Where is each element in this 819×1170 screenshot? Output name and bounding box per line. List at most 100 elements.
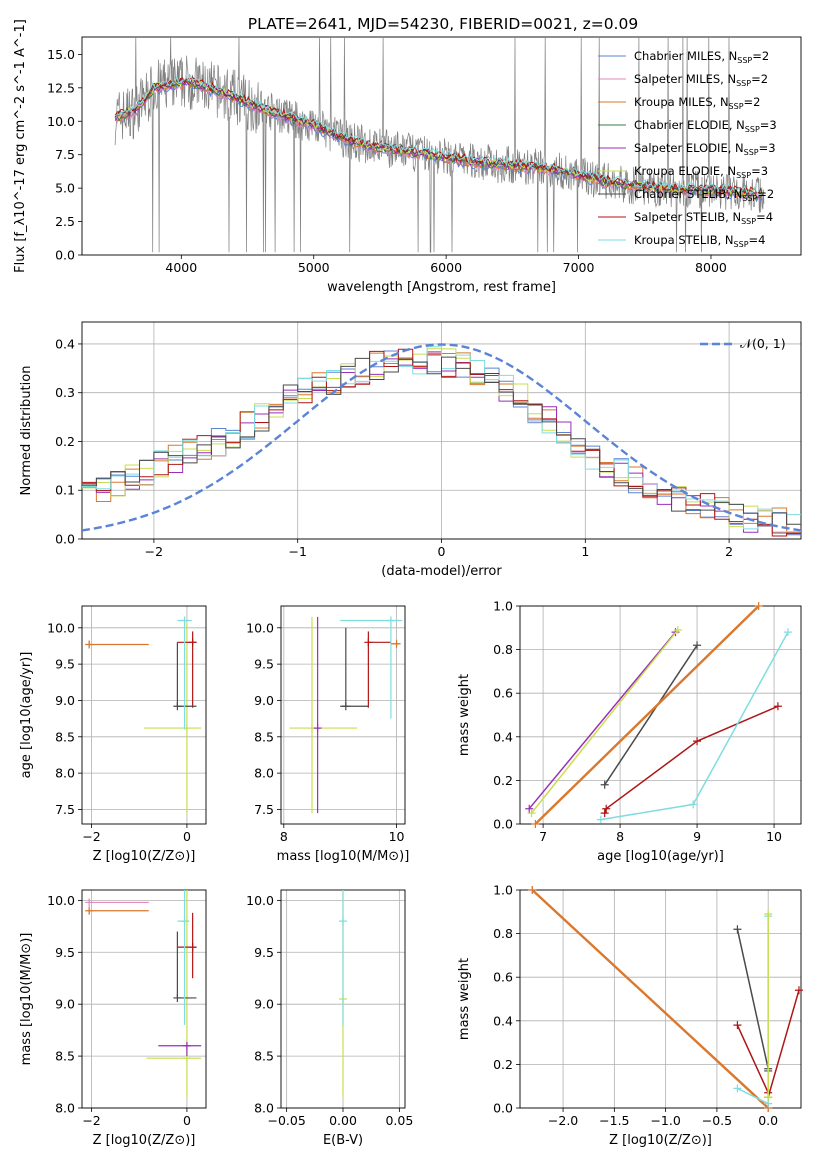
x-axis-label: Z [log10(Z/Z⊙)] [609,1133,712,1148]
axes-frame [519,889,802,1109]
panel-mass-weight-vs-Z: −2.0 −1.5 −1.0 −0.5 0.0 0.0 0.2 0.4 0.6 0.8 1.0 Z [… [457,883,803,1148]
y-tick-label: 10.0 [246,620,274,635]
x-tick-label: 10 [389,829,405,844]
x-tick-label: −2 [82,1113,100,1128]
data-point [764,909,773,918]
x-axis-label: age [log10(age/yr)] [597,849,724,864]
y-tick-label: 9.5 [55,657,75,672]
x-tick-label: 1 [581,544,589,559]
axes-frame [519,605,802,825]
x-tick-label: −2 [82,829,100,844]
data-point [794,986,803,995]
data-point [85,640,94,649]
legend-entry: Kroupa MILES, NSSP=2 [634,95,760,111]
panel-mass-vs-EBV: −0.05 0.00 0.05 8.0 8.5 9.0 9.5 10.0 E(B-V) [246,889,413,1148]
legend-entry: Chabrier STELIB, NSSP=2 [634,187,774,203]
x-tick-label: 0.00 [329,1113,357,1128]
x-tick-label: 8000 [695,260,727,275]
x-axis-label: wavelength [Angstrom, rest frame] [327,280,556,295]
data-point [783,628,792,637]
y-tick-label: 12.5 [47,80,75,95]
y-tick-label: 1.0 [493,883,513,898]
legend-entry: Chabrier MILES, NSSP=2 [634,49,769,65]
panel-mass-weight-vs-age: 7 8 9 10 0.0 0.2 0.4 0.6 0.8 1.0 age [log10(age/yr… [457,599,802,864]
x-tick-label: 0.0 [758,1113,778,1128]
legend-entry: Kroupa STELIB, NSSP=4 [634,233,765,249]
x-tick-label: 6000 [430,260,462,275]
model-spectrum [114,77,763,196]
y-tick-label: 7.5 [55,147,75,162]
y-tick-label: 1.0 [493,599,513,614]
gaussian-curve [82,343,801,532]
y-tick-label: 0.0 [55,248,75,263]
y-axis-label: age [log10(age/yr)] [19,652,34,779]
data-point [85,898,94,907]
axes-frame [280,605,406,825]
model-spectrum [114,74,763,196]
data-point [525,804,534,813]
y-tick-label: 8.5 [55,1049,75,1064]
series-line [531,890,770,1108]
x-tick-label: −2.0 [548,1113,578,1128]
panel-spectrum: 4000 5000 6000 7000 8000 0.0 2.5 5.0 7.5 10.0 12.5… [13,19,802,295]
y-tick-label: 0.8 [493,926,513,941]
data-point [182,1041,191,1050]
series-line [534,606,760,824]
x-tick-label: −0.05 [267,1113,305,1128]
y-tick-label: 10.0 [246,893,274,908]
x-tick-label: 0 [183,1113,191,1128]
data-point [673,625,682,634]
x-tick-label: 0.05 [385,1113,413,1128]
y-tick-label: 0.1 [55,483,75,498]
data-point [733,925,742,934]
panel-residual-histogram: −2 −1 0 1 2 0.0 0.1 0.2 0.3 0.4 (data-model)/error… [19,321,802,579]
y-tick-label: 10.0 [47,114,75,129]
y-tick-label: 0.0 [55,532,75,547]
x-tick-label: 4000 [165,260,197,275]
data-point [173,702,182,711]
data-point [527,809,536,818]
x-tick-label: 5000 [298,260,330,275]
y-tick-label: 7.5 [55,802,75,817]
data-point [689,800,698,809]
data-point [386,616,395,625]
y-tick-label: 0.6 [493,970,513,985]
data-point [364,638,373,647]
x-axis-label: Z [log10(Z/Z⊙)] [93,849,196,864]
y-tick-label: 0.0 [493,817,513,832]
legend-entry: Salpeter ELODIE, NSSP=3 [634,141,776,157]
x-tick-label: −1 [288,544,306,559]
x-tick-label: 7 [539,829,547,844]
y-tick-label: 2.5 [55,214,75,229]
y-tick-label: 10.0 [47,620,75,635]
x-axis-label: E(B-V) [323,1133,363,1148]
y-tick-label: 8.0 [254,1101,274,1116]
y-tick-label: 0.3 [55,385,75,400]
legend-entry: Salpeter MILES, NSSP=2 [634,72,768,88]
y-axis-label: mass weight [457,674,472,756]
data-point [733,1084,742,1093]
data-point [313,724,322,733]
data-point [600,809,609,818]
y-tick-label: 9.0 [55,997,75,1012]
x-axis-label: mass [log10(M/M⊙)] [277,849,410,864]
data-point [180,616,189,625]
axes-frame [81,321,802,540]
data-point [600,780,609,789]
legend-entry: Chabrier ELODIE, NSSP=3 [634,118,777,134]
x-tick-label: −1.5 [599,1113,629,1128]
series-line [736,929,769,1071]
series-line [604,644,698,786]
y-tick-label: 0.8 [493,642,513,657]
y-tick-label: 0.0 [493,1101,513,1116]
data-point [341,702,350,711]
y-axis-label: mass weight [457,958,472,1040]
y-tick-label: 10.0 [47,893,75,908]
y-tick-label: 8.0 [55,1101,75,1116]
data-point [773,702,782,711]
panel-mass-vs-Z: −2 0 8.0 8.5 9.0 9.5 10.0 Z [log10(Z/Z⊙)] mass [… [19,889,207,1148]
y-tick-label: 0.4 [493,1013,513,1028]
y-tick-label: 0.4 [493,729,513,744]
series-line [603,705,779,814]
